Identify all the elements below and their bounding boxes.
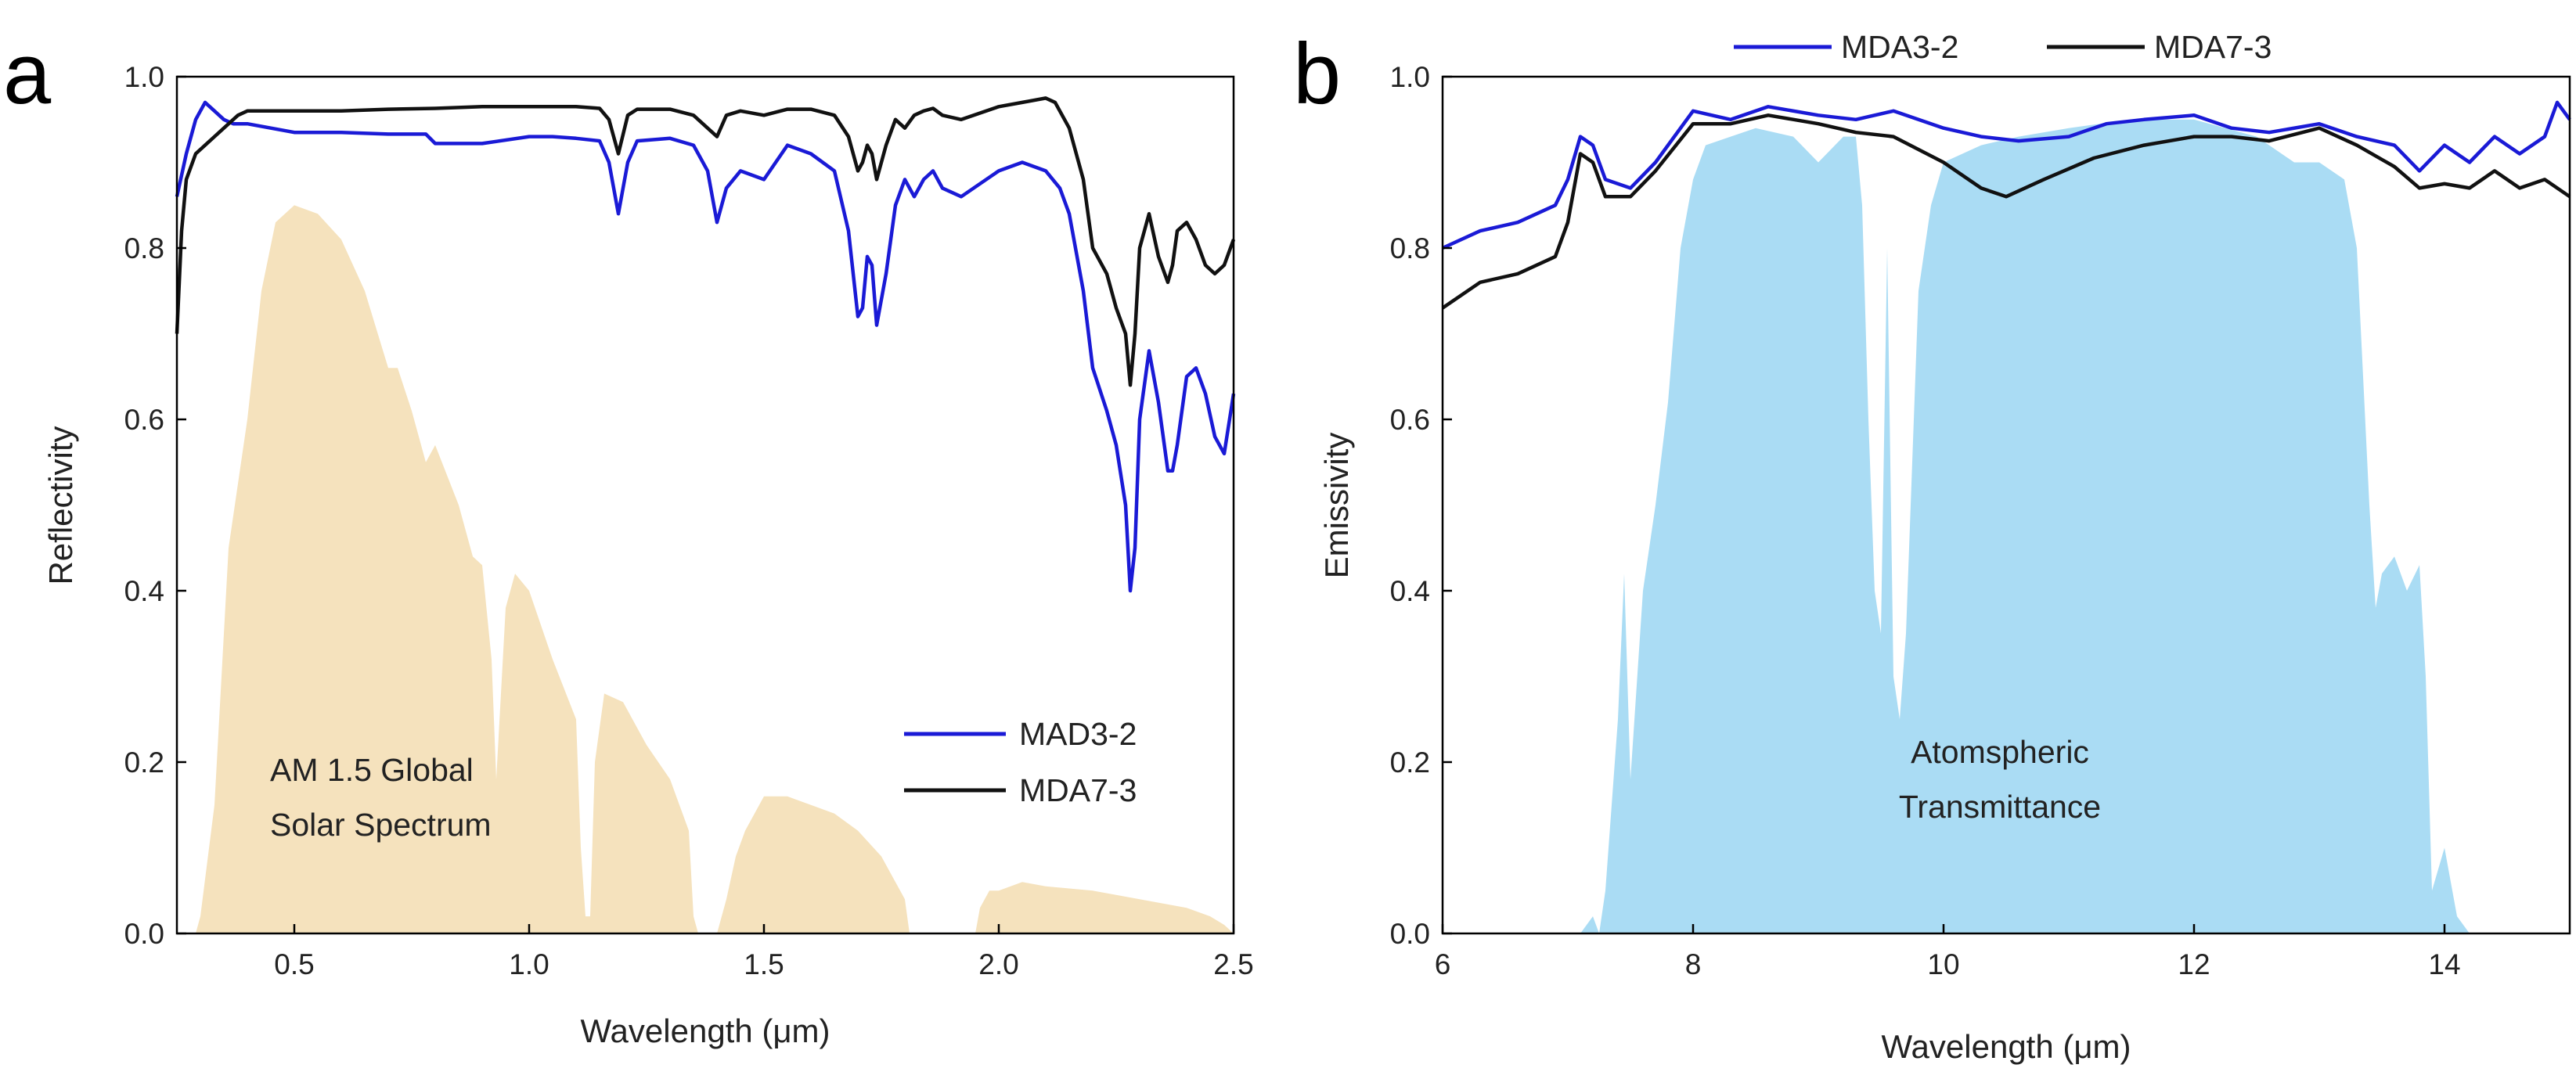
panel-b-y-tick-label: 1.0 (1390, 61, 1430, 93)
atmospheric-transmittance-area-layer (1555, 119, 2482, 933)
emissivity-series-layer (1441, 100, 2571, 310)
panel-a-y-tick-label: 0.0 (124, 918, 164, 950)
legend-label-mad3-2: MAD3-2 (1019, 716, 1137, 752)
axis-ticks-b: 6 8 10 12 14 0.0 0.2 0.4 0.6 0.8 1.0 (1390, 61, 2461, 980)
legend-a: MAD3-2 MDA7-3 (904, 716, 1137, 808)
annotation-atm-line-2: Transmittance (1899, 789, 2101, 825)
legend-b: MDA3-2 MDA7-3 (1734, 29, 2272, 65)
y-axis-title-b: Emissivity (1318, 433, 1355, 579)
legend-label-mda7-3: MDA7-3 (1019, 772, 1137, 808)
panel-a: a 0.5 1.0 1.5 2.0 2.5 0.0 0.2 0.4 0.6 0.8 1.0 Wave… (3, 26, 1254, 1049)
panel-a-x-tick-label: 0.5 (274, 948, 314, 980)
solar-spectrum-area-layer (196, 205, 1234, 933)
panel-a-y-tick-label: 0.4 (124, 575, 164, 607)
panel-b-x-tick-label: 8 (1685, 948, 1702, 980)
axis-ticks-a: 0.5 1.0 1.5 2.0 2.5 0.0 0.2 0.4 0.6 0.8 1.0 (124, 61, 1254, 980)
panel-b-y-tick-label: 0.2 (1390, 746, 1430, 779)
panel-a-y-tick-label: 0.8 (124, 232, 164, 264)
panel-a-background-area (196, 205, 1234, 933)
panel-b-x-tick-label: 6 (1435, 948, 1451, 980)
panel-a-y-tick-label: 1.0 (124, 61, 164, 93)
y-axis-title-a: Reflectivity (42, 426, 79, 584)
x-axis-title-a: Wavelength (μm) (580, 1012, 830, 1049)
plot-frame-a (175, 75, 1235, 935)
annotation-atm-line-1: Atomspheric (1911, 734, 2089, 770)
panel-a-series-line-0 (175, 100, 1236, 593)
panel-b-y-tick-label: 0.4 (1390, 575, 1430, 607)
panel-a-y-tick-label: 0.6 (124, 404, 164, 436)
panel-a-x-tick-label: 1.5 (744, 948, 784, 980)
panel-b: b 6 8 10 12 14 0.0 0.2 0.4 0.6 0.8 1.0 Wavelength … (1293, 26, 2571, 1065)
panel-b-y-tick-label: 0.8 (1390, 232, 1430, 264)
annotation-solar-line-1: AM 1.5 Global (270, 752, 474, 788)
panel-b-series-line-0 (1442, 100, 2571, 250)
legend-label-mda3-2: MDA3-2 (1841, 29, 1958, 65)
panel-label-a: a (3, 26, 52, 122)
panel-b-series-line-1 (1441, 113, 2571, 310)
legend-label-mda7-3-b: MDA7-3 (2154, 29, 2272, 65)
plot-frame-b (1441, 75, 2571, 935)
panel-b-x-tick-label: 10 (1927, 948, 1959, 980)
x-axis-title-b: Wavelength (μm) (1881, 1028, 2131, 1065)
panel-a-y-tick-label: 0.2 (124, 746, 164, 779)
panel-a-x-tick-label: 1.0 (509, 948, 549, 980)
panel-b-x-tick-label: 14 (2428, 948, 2460, 980)
panel-a-x-tick-label: 2.5 (1213, 948, 1253, 980)
panel-b-x-tick-label: 12 (2178, 948, 2210, 980)
panel-a-series-line-1 (175, 96, 1236, 387)
annotation-solar-line-2: Solar Spectrum (270, 807, 492, 843)
panel-b-y-tick-label: 0.6 (1390, 404, 1430, 436)
panel-b-y-tick-label: 0.0 (1390, 918, 1430, 950)
panel-a-x-tick-label: 2.0 (978, 948, 1018, 980)
panel-b-background-area (1555, 119, 2482, 933)
reflectivity-series-layer (175, 96, 1236, 593)
panel-label-b: b (1293, 26, 1341, 122)
